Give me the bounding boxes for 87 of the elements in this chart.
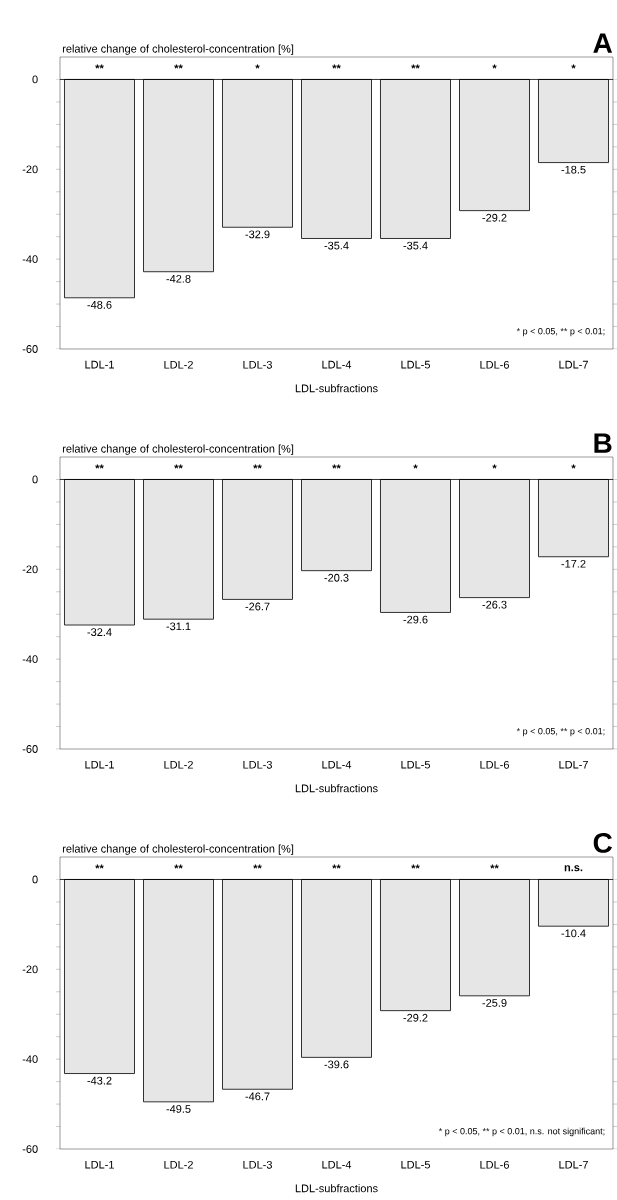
x-tick-label: LDL-3 (243, 760, 272, 769)
data-label: -29.2 (482, 213, 507, 222)
y-axis-title: relative change of cholesterol-concentration [%] (62, 44, 294, 55)
x-tick-label: LDL-7 (559, 360, 588, 369)
data-label: -10.4 (561, 929, 586, 938)
annotation: ** (332, 864, 341, 869)
data-label: -43.2 (87, 1076, 112, 1085)
data-label: -42.8 (166, 274, 191, 283)
data-label: -20.3 (324, 573, 349, 582)
x-tick-label: LDL-3 (243, 360, 272, 369)
x-axis-title: LDL-subfractions (295, 1184, 378, 1193)
data-label: -46.7 (245, 1092, 270, 1101)
y-axis-title: relative change of cholesterol-concentration [%] (62, 444, 294, 455)
data-label: -31.1 (166, 622, 191, 631)
data-label: -25.9 (482, 999, 507, 1007)
data-label: -32.4 (87, 628, 112, 637)
annotation: ** (253, 864, 262, 869)
annotation: * p < 0.05, ** p < 0.01; (516, 728, 605, 737)
annotation: * p < 0.05, ** p < 0.01; (516, 327, 605, 337)
annotation: * (492, 64, 497, 69)
annotation: ** (490, 864, 499, 869)
annotation: * p < 0.05, ** p < 0.01, n.s. not significant; (438, 1127, 605, 1137)
x-tick-label: LDL-6 (480, 360, 509, 369)
y-tick-label: -40 (22, 255, 38, 264)
y-tick-label: -20 (22, 165, 38, 174)
annotation: ** (332, 64, 341, 69)
y-tick-label: -60 (22, 1145, 38, 1153)
data-label: -35.4 (403, 241, 428, 250)
annotation: n.s. (564, 865, 583, 872)
x-tick-label: LDL-1 (85, 1160, 114, 1169)
y-tick-label: -20 (22, 965, 38, 974)
x-tick-label: LDL-2 (164, 1160, 193, 1169)
y-tick-label: 0 (32, 475, 38, 484)
y-tick-label: -40 (22, 1055, 38, 1064)
y-tick-label: 0 (32, 75, 38, 84)
x-tick-label: LDL-6 (480, 760, 509, 769)
annotation: * (492, 464, 497, 469)
annotation: * (255, 64, 260, 69)
chart-title: A (593, 33, 613, 53)
data-label: -29.6 (403, 615, 428, 624)
annotation: ** (174, 464, 183, 469)
x-tick-label: LDL-3 (243, 1160, 272, 1169)
y-tick-label: 0 (32, 875, 38, 884)
y-tick-label: -60 (22, 745, 38, 753)
annotation: ** (95, 864, 104, 869)
x-tick-label: LDL-5 (401, 1160, 430, 1169)
annotation: ** (253, 464, 262, 469)
annotation: * (413, 464, 418, 469)
x-tick-label: LDL-7 (559, 760, 588, 769)
data-label: -48.6 (87, 301, 112, 309)
x-tick-label: LDL-1 (85, 360, 114, 369)
data-label: -32.9 (245, 230, 270, 239)
y-axis-title: relative change of cholesterol-concentration [%] (62, 844, 294, 855)
data-label: -26.7 (245, 602, 270, 611)
data-label: -17.2 (561, 559, 586, 568)
y-tick-label: -60 (22, 345, 38, 353)
data-label: -26.3 (482, 600, 507, 609)
data-label: -18.5 (561, 165, 586, 174)
x-tick-label: LDL-2 (164, 760, 193, 769)
annotation: * (571, 64, 576, 69)
x-tick-label: LDL-4 (322, 760, 352, 769)
chart-title: B (594, 433, 612, 453)
x-tick-label: LDL-1 (85, 760, 114, 769)
annotation: ** (95, 464, 104, 469)
x-tick-label: LDL-5 (401, 760, 430, 769)
x-tick-label: LDL-5 (401, 360, 430, 369)
x-tick-label: LDL-6 (480, 1160, 509, 1169)
x-axis-title: LDL-subfractions (295, 384, 378, 393)
annotation: ** (174, 64, 183, 69)
y-tick-label: -20 (22, 565, 38, 574)
x-tick-label: LDL-4 (322, 360, 352, 369)
x-tick-label: LDL-7 (559, 1160, 588, 1169)
data-label: -49.5 (166, 1105, 191, 1113)
annotation: ** (95, 64, 104, 69)
x-axis-title: LDL-subfractions (295, 784, 378, 793)
data-label: -39.6 (324, 1060, 349, 1069)
annotation: ** (411, 64, 420, 69)
data-label: -29.2 (403, 1013, 428, 1022)
annotation: ** (174, 864, 183, 869)
data-label: -35.4 (324, 241, 349, 250)
annotation: * (571, 464, 576, 469)
x-tick-label: LDL-2 (164, 360, 193, 369)
y-tick-label: -40 (22, 655, 38, 664)
annotation: ** (411, 864, 420, 869)
chart-title: C (593, 833, 612, 853)
x-tick-label: LDL-4 (322, 1160, 352, 1169)
annotation: ** (332, 464, 341, 469)
